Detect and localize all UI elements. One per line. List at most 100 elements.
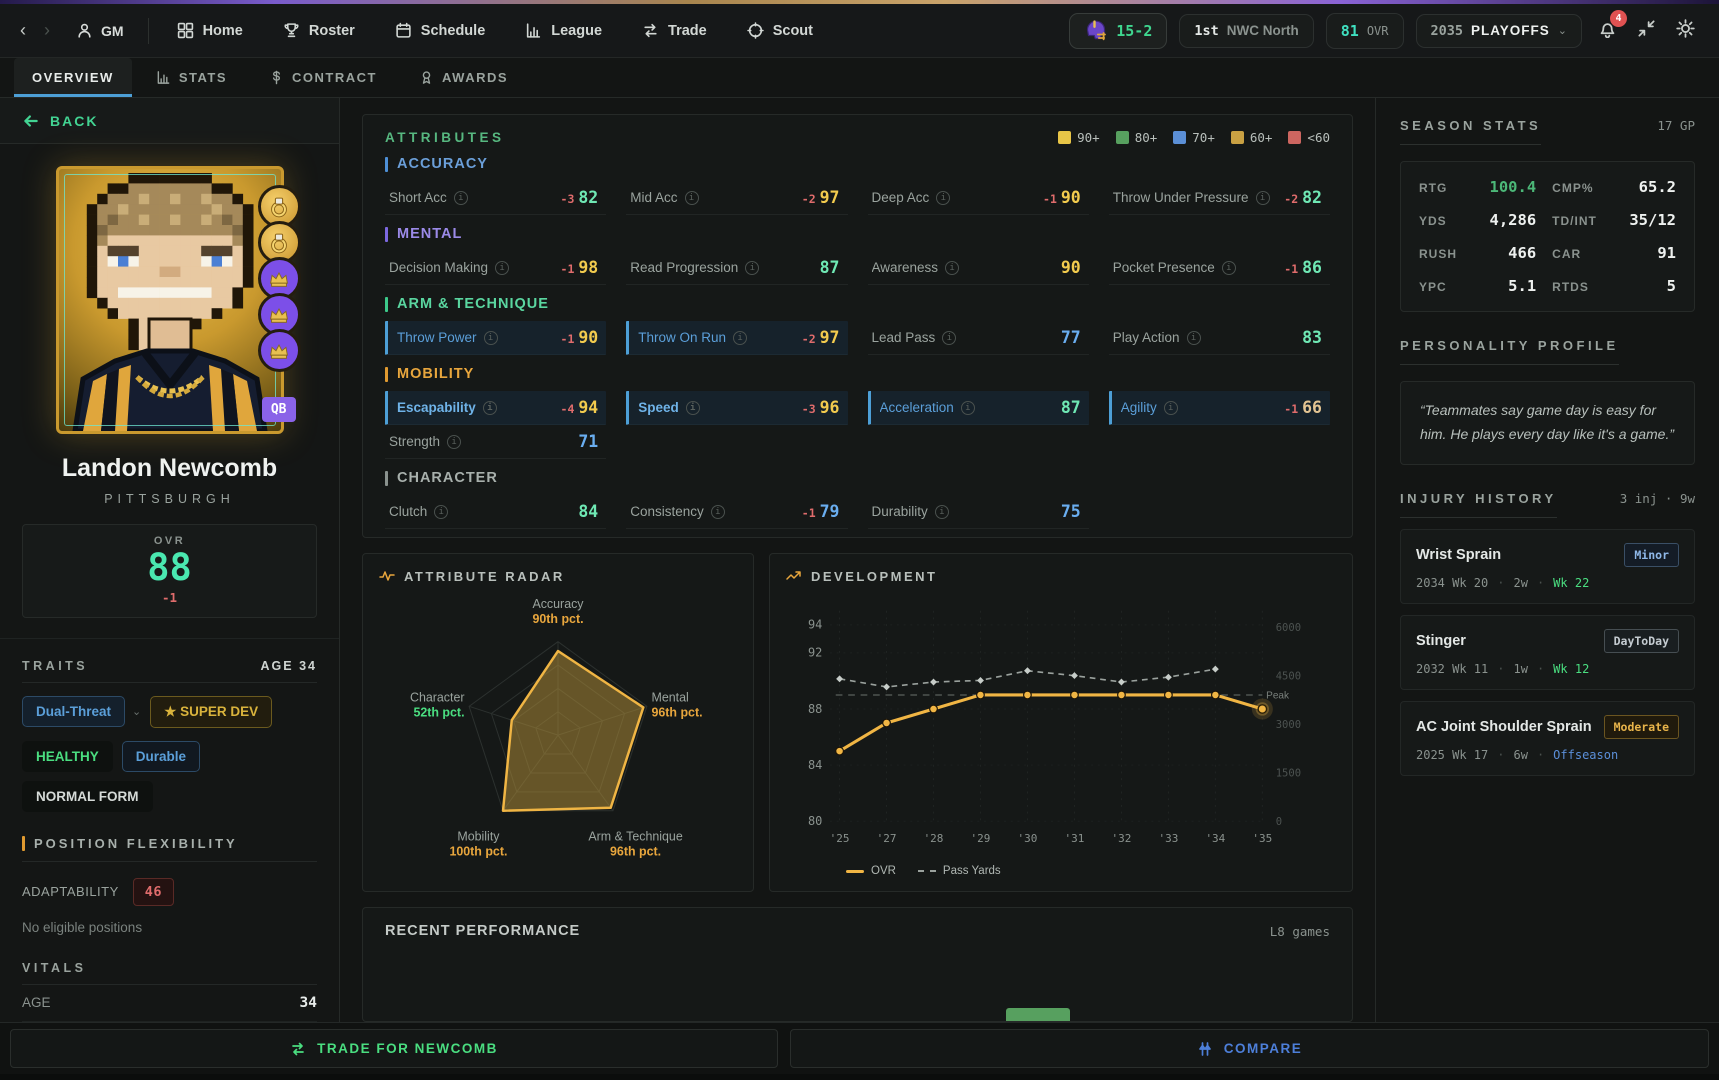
stat-label: RTDS — [1552, 280, 1589, 294]
attribute-value: 94 — [578, 398, 599, 417]
tab-stats[interactable]: STATS — [138, 58, 245, 97]
section-accent-bar — [385, 366, 388, 382]
injury-meta: 2025 Wk 17 · 6w · Offseason — [1416, 748, 1679, 762]
attribute-section: ARM & TECHNIQUE Throw Power i -1 90 Throw On … — [385, 296, 1330, 355]
section-accent-bar — [22, 835, 25, 851]
info-icon[interactable]: i — [1186, 330, 1201, 345]
trait-pill: ★ SUPER DEV — [150, 695, 273, 728]
ovr-legend-label: OVR — [871, 865, 896, 878]
nav-item-home[interactable]: Home — [177, 22, 243, 39]
stat-value: 5.1 — [1508, 277, 1537, 295]
radar-title: ATTRIBUTE RADAR — [404, 568, 565, 584]
attribute-value-wrap: -1 98 — [561, 258, 599, 277]
bar-chart-icon — [156, 70, 171, 85]
injury-severity-badge: Moderate — [1603, 714, 1679, 739]
info-icon[interactable]: i — [684, 190, 699, 205]
info-icon[interactable]: i — [1255, 190, 1270, 205]
injury-return: Wk 12 — [1553, 661, 1590, 676]
season-selector[interactable]: 2035 PLAYOFFS ⌄ — [1415, 13, 1582, 48]
nav-item-label: Trade — [668, 22, 707, 39]
recent-performance-panel: RECENT PERFORMANCE L8 games — [362, 907, 1353, 1022]
info-icon[interactable]: i — [710, 504, 725, 519]
section-accent-bar — [385, 470, 388, 486]
tab-awards[interactable]: AWARDS — [401, 58, 526, 97]
legend-label: <60 — [1307, 130, 1330, 145]
stats-sidebar: SEASON STATS 17 GP RTG 100.4 CMP% 65.2 YDS 4,… — [1375, 98, 1719, 1022]
info-icon[interactable]: i — [1221, 260, 1236, 275]
collapse-button[interactable] — [1633, 15, 1660, 47]
attribute-label: Consistency i — [630, 504, 725, 519]
separator-dot: · — [1497, 575, 1505, 590]
info-icon[interactable]: i — [453, 190, 468, 205]
pass-yards-legend-swatch — [917, 870, 936, 873]
notifications-button[interactable]: 4 — [1594, 9, 1627, 47]
nav-item-schedule[interactable]: Schedule — [395, 22, 485, 39]
stat-label: CAR — [1552, 247, 1582, 261]
back-arrow-icon[interactable]: ‹ — [20, 20, 26, 40]
attribute-section-title: ARM & TECHNIQUE — [397, 296, 549, 312]
svg-text:100th pct.: 100th pct. — [449, 844, 507, 858]
info-icon[interactable]: i — [434, 504, 449, 519]
info-icon[interactable]: i — [482, 400, 497, 415]
tab-contract[interactable]: CONTRACT — [251, 58, 395, 97]
injury-card-top: AC Joint Shoulder Sprain Moderate — [1416, 714, 1679, 739]
info-icon[interactable]: i — [960, 400, 975, 415]
attribute-value-wrap: 84 — [578, 502, 598, 521]
attribute-cell: Agility i -1 66 — [1108, 391, 1330, 425]
attribute-cell: Deep Acc i -1 90 — [867, 181, 1089, 215]
compare-button[interactable]: COMPARE — [789, 1029, 1709, 1068]
info-icon[interactable]: i — [1163, 400, 1178, 415]
development-chart: 94 92 88 84 80 6000 4500 3000 1500 0 Peak '25 '27 '28… — [786, 584, 1336, 863]
settings-button[interactable] — [1672, 15, 1699, 47]
attribute-cell: Acceleration i 87 — [867, 391, 1089, 425]
info-icon[interactable]: i — [942, 330, 957, 345]
grid-icon — [177, 22, 194, 39]
attribute-delta: -3 — [560, 192, 575, 206]
trade-button[interactable]: TRADE FOR NEWCOMB — [10, 1029, 778, 1068]
info-icon[interactable]: i — [495, 260, 510, 275]
info-icon[interactable]: i — [745, 260, 760, 275]
injury-list: Wrist Sprain Minor 2034 Wk 20 · 2w · Wk 22 Stin… — [1400, 528, 1695, 776]
attribute-value-wrap: 75 — [1061, 502, 1081, 521]
info-icon[interactable]: i — [685, 400, 700, 415]
trophy-icon — [283, 22, 300, 39]
info-icon[interactable]: i — [483, 330, 498, 345]
attribute-section: MOBILITY Escapability i -4 94 Speed i -3 96 Accel… — [385, 366, 1330, 459]
shrink-icon — [1637, 19, 1656, 38]
attribute-section: MENTAL Decision Making i -1 98 Read Progressi… — [385, 226, 1330, 285]
separator-dot: · — [1536, 661, 1545, 676]
ovr-delta: -1 — [161, 589, 178, 605]
attribute-label: Agility i — [1121, 400, 1178, 415]
trait-pill: NORMAL FORM — [22, 780, 153, 812]
team-record-pill: 15-2 — [1069, 12, 1168, 49]
back-button[interactable]: BACK — [0, 98, 339, 144]
development-svg: 94 92 88 84 80 6000 4500 3000 1500 0 Peak '25 '27 '28… — [808, 610, 1301, 845]
info-icon[interactable]: i — [945, 260, 960, 275]
info-icon[interactable]: i — [936, 190, 951, 205]
trait-pill[interactable]: Dual-Threat — [22, 696, 126, 728]
attribute-section-title: ACCURACY — [397, 156, 488, 172]
content: BACK QB Landon Newcomb PITTSBURGH OVR 88… — [0, 98, 1719, 1022]
attribute-label: Mid Acc i — [630, 190, 699, 205]
injury-duration: 1w — [1513, 661, 1528, 676]
injury-card-top: Wrist Sprain Minor — [1416, 542, 1679, 567]
info-icon[interactable]: i — [733, 330, 748, 345]
team-ovr-pill: 81 OVR — [1325, 12, 1404, 49]
nav-item-roster[interactable]: Roster — [283, 22, 355, 39]
svg-text:'28: '28 — [924, 832, 944, 845]
player-portrait-card — [55, 166, 284, 434]
attribute-value: 82 — [1302, 188, 1322, 207]
legend-swatch — [1230, 131, 1244, 144]
info-icon[interactable]: i — [447, 434, 462, 449]
stat-value: 91 — [1657, 244, 1676, 262]
helmet-icon — [1084, 19, 1108, 42]
nav-item-trade[interactable]: Trade — [642, 22, 707, 39]
attribute-value-wrap: 71 — [578, 432, 598, 451]
legend-item: 80+ — [1115, 130, 1157, 145]
forward-arrow-icon[interactable]: › — [44, 20, 50, 40]
nav-item-league[interactable]: League — [525, 22, 602, 39]
gm-menu[interactable]: GM — [76, 22, 124, 39]
info-icon[interactable]: i — [934, 504, 949, 519]
tab-overview[interactable]: OVERVIEW — [14, 58, 132, 97]
nav-item-scout[interactable]: Scout — [746, 22, 813, 39]
